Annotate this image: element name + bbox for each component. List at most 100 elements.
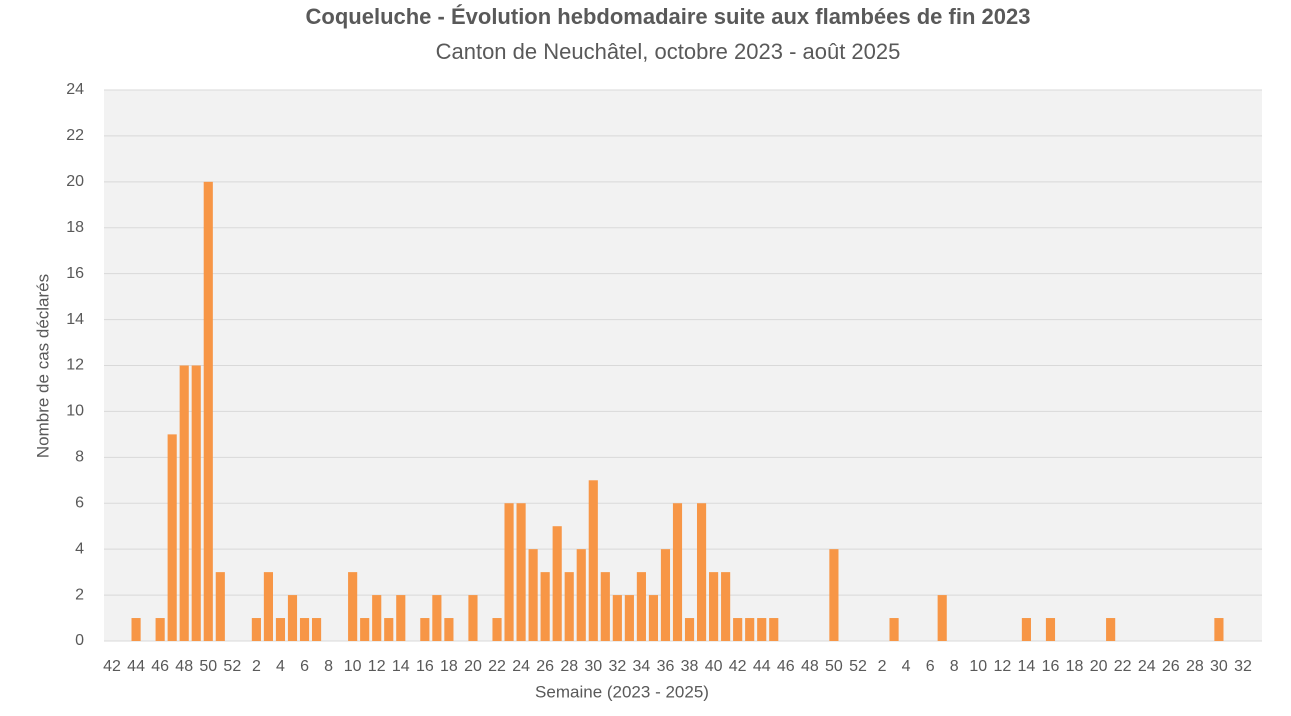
x-tick-label: 2 [252,658,261,675]
bar [648,595,659,641]
x-tick-label: 18 [440,658,458,675]
x-tick-label: 14 [1018,658,1036,675]
bar [251,618,261,641]
x-tick-label: 20 [464,658,482,675]
bar [263,572,273,641]
x-tick-label: 42 [103,658,121,675]
bar [215,572,225,641]
y-tick-label: 18 [66,219,84,236]
y-tick-label: 10 [66,403,84,420]
y-axis-title: Nombre de cas déclarés [33,274,52,458]
bar [684,618,695,641]
bar [287,595,298,641]
x-tick-label: 10 [969,658,987,675]
bar [528,549,538,641]
x-tick-label: 6 [300,658,309,675]
y-tick-label: 16 [66,265,84,282]
x-tick-label: 52 [849,658,867,675]
x-tick-label: 20 [1090,658,1108,675]
x-tick-label: 30 [584,658,602,675]
x-tick-label: 42 [729,658,747,675]
bar [709,572,719,641]
x-tick-label: 18 [1066,658,1084,675]
y-tick-label: 2 [75,586,84,603]
bar [167,434,177,641]
bar [1214,618,1224,641]
x-tick-label: 8 [324,658,333,675]
bar [396,595,406,641]
x-tick-label: 50 [199,658,217,675]
x-tick-label: 32 [1234,658,1252,675]
y-tick-label: 14 [66,311,84,328]
y-tick-label: 12 [66,357,84,374]
x-tick-label: 8 [950,658,959,675]
y-tick-label: 22 [66,127,84,144]
bar [348,572,358,641]
bar [769,618,779,641]
x-tick-label: 36 [657,658,675,675]
bar [636,572,646,641]
x-tick-label: 44 [753,658,771,675]
x-tick-label: 12 [993,658,1011,675]
bar [937,595,947,641]
bar [516,503,526,641]
chart-title: Coqueluche - Évolution hebdomadaire suit… [306,4,1031,29]
x-tick-label: 4 [902,658,911,675]
x-axis-title: Semaine (2023 - 2025) [535,682,709,701]
bar [372,595,382,641]
bar [444,618,454,641]
bar [384,618,394,641]
bar [672,503,683,641]
bar [624,595,634,641]
x-tick-label: 10 [344,658,362,675]
bar [576,549,586,641]
x-tick-label: 48 [801,658,819,675]
y-tick-label: 4 [75,540,84,557]
x-tick-label: 32 [608,658,626,675]
bar [420,618,430,641]
bar [660,549,671,641]
x-tick-label: 24 [512,658,530,675]
bar [203,181,213,642]
bar [432,595,442,641]
y-tick-label: 6 [75,494,84,511]
x-tick-label: 16 [1042,658,1060,675]
y-tick-label: 24 [66,81,84,98]
x-tick-label: 50 [825,658,843,675]
x-tick-label: 34 [633,658,651,675]
x-tick-label: 16 [416,658,434,675]
y-tick-label: 0 [75,632,84,649]
x-tick-label: 46 [777,658,795,675]
x-tick-label: 24 [1138,658,1156,675]
x-tick-label: 28 [560,658,578,675]
x-tick-label: 6 [926,658,935,675]
bar [155,618,165,641]
y-tick-label: 20 [66,173,84,190]
bar [600,572,610,641]
bar [299,618,310,641]
x-tick-label: 12 [368,658,386,675]
x-tick-label: 14 [392,658,410,675]
bar [745,618,755,641]
bar [552,526,562,641]
chart-subtitle: Canton de Neuchâtel, octobre 2023 - août… [436,39,901,64]
y-tick-label: 8 [75,449,84,466]
bar [757,618,767,641]
x-tick-label: 22 [488,658,506,675]
bar [829,549,839,641]
bar [504,503,514,641]
x-tick-label: 4 [276,658,285,675]
x-tick-label: 40 [705,658,723,675]
bar [612,595,622,641]
x-tick-label: 52 [223,658,241,675]
bar [588,480,598,641]
bar [275,618,286,641]
bar [1021,618,1031,641]
x-tick-label: 30 [1210,658,1228,675]
x-tick-label: 48 [175,658,193,675]
x-tick-label: 38 [681,658,699,675]
bar [191,365,201,641]
bar [468,595,478,641]
bar [540,572,550,641]
